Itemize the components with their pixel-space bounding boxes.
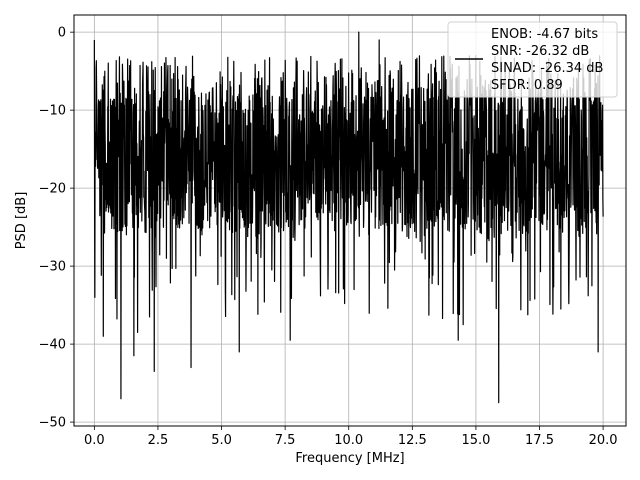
x-tick-label: 20.0 — [589, 433, 618, 448]
plot-area-frame — [73, 14, 627, 427]
x-tick-label: 12.5 — [398, 433, 427, 448]
legend-box — [447, 21, 618, 98]
y-axis-label: PSD [dB] — [14, 192, 29, 250]
y-tick-label: −50 — [39, 416, 66, 431]
x-tick-label: 0.0 — [84, 433, 105, 448]
legend-entry-sfdr: SFDR: 0.89 — [491, 78, 563, 93]
legend: ENOB: -4.67 bits SNR: -26.32 dB SINAD: -… — [447, 21, 618, 98]
x-axis-label: Frequency [MHz] — [295, 451, 404, 466]
x-tick-label: 15.0 — [461, 433, 490, 448]
x-tick-label: 7.5 — [275, 433, 296, 448]
x-tick-label: 2.5 — [148, 433, 169, 448]
y-tick-label: −40 — [39, 338, 66, 353]
psd-series-line — [93, 31, 604, 404]
legend-entry-sinad: SINAD: -26.34 dB — [491, 61, 603, 76]
x-tick-label: 17.5 — [525, 433, 554, 448]
x-tick-label: 10.0 — [334, 433, 363, 448]
y-tick-label: 0 — [58, 26, 66, 41]
y-tick-label: −10 — [39, 104, 66, 119]
series-area — [93, 31, 604, 404]
y-tick-label: −20 — [39, 182, 66, 197]
x-tick-label: 5.0 — [211, 433, 232, 448]
legend-entry-enob: ENOB: -4.67 bits — [491, 27, 598, 42]
legend-entry-snr: SNR: -26.32 dB — [491, 44, 589, 59]
y-tick-label: −30 — [39, 260, 66, 275]
axis-ticks: 0.0 2.5 5.0 7.5 10.0 12.5 15.0 17.5 20.0 0 −10 −20 −… — [39, 26, 618, 448]
